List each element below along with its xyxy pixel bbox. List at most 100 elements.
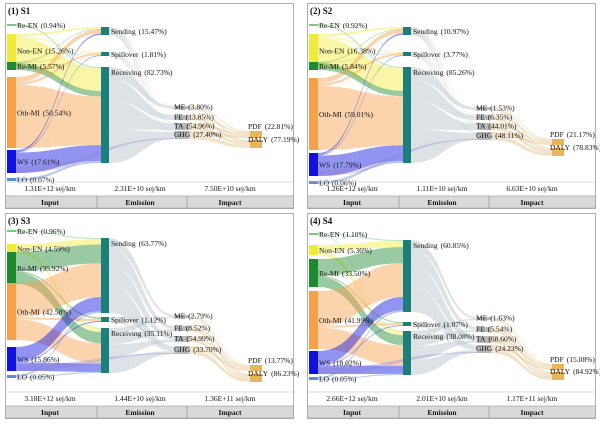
impact-label: ME(1.63%) [476, 314, 515, 323]
impact-name: GHG [174, 130, 191, 139]
input-node-non_en [309, 245, 318, 255]
emission-name: Spillover [413, 50, 441, 59]
impact-pct: (6.35%) [488, 113, 513, 122]
input-pct: (15.86%) [31, 355, 60, 364]
emission-name: Spillover [111, 50, 139, 59]
emission-name: Receiving [111, 329, 142, 338]
input-name: WS [17, 355, 28, 364]
input-label-non_en: Non-EN(16.38%) [319, 47, 376, 56]
input-pct: (5.57%) [40, 62, 65, 71]
input-name: Re-EN [17, 227, 38, 236]
input-label-re_en: Re-EN(1.10%) [319, 230, 368, 239]
impact-label: FE(13.85%) [174, 113, 214, 122]
input-pct: (17.79%) [333, 161, 362, 170]
input-label-re_mi: Re-MI(5.84%) [319, 62, 367, 71]
impact-name: FE [174, 113, 183, 122]
impact-label: GHG(27.40%) [174, 130, 222, 139]
stage-label-emission: Emission [427, 198, 457, 207]
impact-label: FE(6.35%) [476, 113, 513, 122]
stage-label-emission: Emission [427, 408, 457, 417]
endpoint-name: PDF [550, 130, 564, 139]
input-name: Re-MI [319, 62, 339, 71]
stage-label-impact: Impact [521, 408, 544, 417]
endpoint-label: DALY(84.92%) [550, 367, 600, 376]
input-pct: (4.59%) [45, 245, 70, 254]
input-name: WS [17, 158, 28, 167]
emission-name: Sending [111, 27, 136, 36]
endpoint-pct: (78.83%) [573, 143, 600, 152]
impact-name: FE [174, 324, 183, 333]
endpoint-name: DALY [248, 135, 269, 144]
impact-pct: (54.99%) [186, 334, 215, 343]
stage-label-impact: Impact [219, 408, 242, 417]
endpoint-pct: (15.08%) [567, 355, 596, 364]
stage-label-input: Input [41, 408, 59, 417]
input-node-oth_mi [309, 78, 318, 150]
emission-label: Sending(60.85%) [413, 241, 469, 250]
sankey-panel-2: (2) S2Re-EN(0.92%)Non-EN(16.38%)Re-MI(5.… [308, 4, 600, 209]
input-node-re_mi [7, 252, 16, 284]
input-label-non_en: Non-EN(15.26%) [17, 47, 74, 56]
input-node-oth_mi [309, 291, 318, 349]
input-name: Re-MI [17, 264, 37, 273]
input-name: Oth-MI [17, 308, 40, 317]
impact-pct: (1.53%) [490, 104, 515, 113]
stage-label-input: Input [41, 198, 59, 207]
impact-label: TA(44.01%) [476, 122, 517, 131]
stage-total: 7.50E+10 sej/km [204, 184, 255, 193]
input-pct: (35.92%) [40, 264, 69, 273]
emission-name: Receiving [413, 68, 444, 77]
impact-name: TA [174, 334, 184, 343]
input-node-re_mi [309, 259, 318, 287]
input-name: Re-EN [319, 230, 340, 239]
input-label-re_en: Re-EN(0.96%) [17, 227, 66, 236]
emission-pct: (35.11%) [144, 329, 172, 338]
input-label-ws: WS(15.86%) [17, 355, 60, 364]
input-name: Re-EN [17, 21, 38, 30]
input-node-re_en [7, 230, 16, 232]
impact-pct: (3.80%) [188, 103, 213, 112]
impact-pct: (24.23%) [495, 344, 524, 353]
emission-node [403, 27, 411, 35]
emission-name: Sending [413, 27, 438, 36]
input-name: Re-EN [319, 21, 340, 30]
input-name: Oth-MI [17, 109, 40, 118]
input-pct: (1.10%) [343, 230, 368, 239]
input-name: Oth-MI [319, 316, 342, 325]
impact-name: TA [476, 122, 486, 131]
input-name: Re-MI [17, 62, 37, 71]
input-node-ws [309, 351, 318, 374]
input-name: Re-MI [319, 269, 339, 278]
emission-pct: (1.07%) [444, 320, 469, 329]
stage-label-input: Input [343, 198, 361, 207]
stage-total: 1.36E+11 sej/km [204, 394, 255, 403]
input-node-lo [7, 178, 16, 181]
impact-label: GHG(24.23%) [476, 344, 524, 353]
impact-name: ME [174, 103, 186, 112]
impact-pct: (1.63%) [490, 314, 515, 323]
emission-node [403, 322, 411, 326]
input-label-re_mi: Re-MI(35.92%) [17, 264, 69, 273]
impact-label: ME(3.80%) [174, 103, 213, 112]
input-node-ws [309, 153, 318, 176]
emission-pct: (10.97%) [441, 27, 470, 36]
input-name: Non-EN [17, 245, 43, 254]
impact-pct: (33.70%) [193, 345, 222, 354]
emission-label: Sending(10.97%) [413, 27, 469, 36]
emission-node [101, 238, 109, 313]
impact-label: FE(5.54%) [476, 325, 513, 334]
stage-total: 1.44E+10 sej/km [114, 394, 165, 403]
emission-node [101, 27, 109, 35]
endpoint-label: PDF(13.77%) [248, 356, 293, 365]
endpoint-pct: (21.17%) [567, 130, 596, 139]
emission-node [101, 67, 109, 163]
input-pct: (41.99%) [345, 316, 374, 325]
input-pct: (0.05%) [332, 375, 357, 384]
emission-pct: (15.47%) [139, 27, 168, 36]
emission-name: Sending [413, 241, 438, 250]
input-pct: (0.05%) [30, 373, 55, 382]
panel-title: (3) S3 [8, 216, 31, 226]
stage-total: 1.31E+12 sej/km [24, 184, 75, 193]
endpoint-pct: (22.81%) [265, 122, 294, 131]
input-label-re_mi: Re-MI(5.57%) [17, 62, 65, 71]
